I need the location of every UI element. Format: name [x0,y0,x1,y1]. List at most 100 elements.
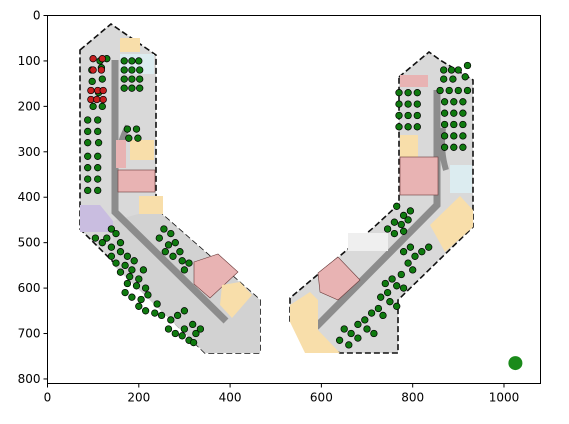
x-tick-label: 200 [127,391,150,405]
desk-marker [135,275,143,283]
desk-marker [413,111,421,120]
desk-marker [450,109,458,117]
desk-marker [94,116,102,124]
desk-marker [397,220,405,229]
desk-marker [84,127,92,136]
desk-marker [374,304,383,313]
desk-marker [192,329,200,338]
desk-marker [185,259,193,267]
desk-marker [84,152,92,160]
desk-marker [409,266,417,274]
desk-marker-red [99,95,107,104]
desk-marker [411,252,419,260]
desk-marker [459,143,467,151]
desk-marker [137,295,145,304]
y-tick-label: 200 [18,99,41,113]
x-tick-label: 600 [310,391,333,405]
desk-marker [189,320,197,329]
location-marker [508,356,523,371]
desk-marker [388,275,396,283]
desk-marker [103,234,111,242]
room [139,196,163,214]
desk-marker [120,75,128,83]
room [317,256,361,301]
desk-marker [354,320,362,329]
desk-marker [141,284,150,292]
desk-marker [370,329,378,338]
desk-marker [139,266,148,274]
desk-marker [84,164,92,172]
desk-marker [425,243,433,251]
desk-marker [116,268,125,276]
desk-marker [120,66,128,74]
desk-marker [169,252,177,260]
desk-marker-red [87,86,95,95]
desk-marker [116,248,125,256]
desk-marker [126,273,134,281]
desk-marker [153,300,161,308]
desk-marker [98,75,106,83]
desk-marker [397,270,405,279]
desk-marker [120,57,128,65]
desk-marker [361,316,369,324]
y-tick-label: 300 [18,145,41,159]
desk-marker [379,311,387,320]
desk-marker [390,218,399,226]
y-tick-label: 100 [18,54,41,68]
desk-marker [463,61,472,70]
desk-marker [347,329,355,338]
desk-marker [450,132,458,140]
desk-marker-red [98,55,106,63]
desk-marker [91,234,100,242]
desk-marker [128,293,136,301]
desk-marker [94,152,102,160]
desk-marker [132,125,141,133]
room [116,140,126,168]
desk-marker [171,329,179,338]
desk-marker [450,143,458,151]
room [348,233,388,251]
desk-marker [107,243,116,251]
room [430,196,473,252]
desk-marker [123,279,132,288]
desk-marker [449,75,457,83]
desk-marker [98,102,106,111]
desk-marker [345,341,353,349]
desk-marker [413,100,421,108]
desk-marker [123,252,132,260]
desk-marker [130,257,138,265]
room [450,165,472,193]
right-corridor [313,90,441,330]
desk-marker [155,234,163,242]
desk-marker [340,325,348,333]
desk-marker [94,164,102,172]
desk-marker [404,259,412,267]
desk-marker [128,66,136,74]
desk-marker [395,100,403,108]
desk-marker [395,123,403,131]
desk-marker [135,302,143,310]
desk-marker [440,75,448,83]
desk-marker [157,311,166,320]
desk-marker [112,259,120,267]
y-tick-label: 700 [18,327,41,341]
desk-marker [107,225,116,233]
desk-marker [383,225,392,233]
desk-marker [128,84,136,92]
desk-marker [404,123,412,131]
desk-marker [136,75,144,83]
desk-marker [176,248,184,256]
desk-marker [404,216,412,224]
desk-marker [180,266,189,274]
y-tick-label: 500 [18,236,41,250]
desk-marker [399,211,408,220]
desk-marker [161,248,169,256]
desk-marker-red [97,66,106,74]
y-tick-label: 800 [18,372,41,386]
x-axis: 0 200 400 600 800 1000 [44,383,519,405]
desk-marker [135,57,143,65]
x-tick-label: 400 [219,391,242,405]
desk-marker [463,86,472,95]
desk-marker [94,186,102,195]
